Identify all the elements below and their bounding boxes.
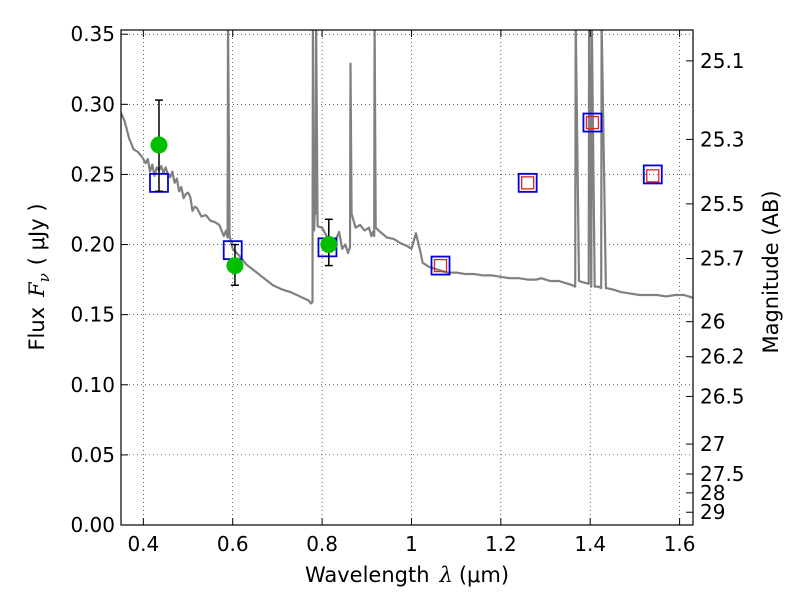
sed-model-line — [121, 30, 693, 305]
y-tick-label: 0.05 — [70, 443, 115, 467]
red-flux-square — [521, 176, 535, 190]
mag-tick-label: 27.5 — [700, 462, 745, 486]
y-tick-label: 0.00 — [70, 513, 115, 537]
mag-tick-label: 25.7 — [700, 247, 745, 271]
mag-tick-label: 25.5 — [700, 192, 745, 216]
model-flux-square — [517, 172, 538, 193]
x-axis-title: Wavelength λ (μm) — [305, 563, 509, 587]
x-tick-label: 1.6 — [664, 532, 696, 556]
model-flux-square — [430, 255, 451, 276]
red-flux-square — [433, 258, 448, 273]
y-tick-label: 0.10 — [70, 373, 115, 397]
x-tick-label: 1 — [405, 532, 418, 556]
observed-flux-point — [150, 136, 168, 154]
observed-flux-point — [226, 257, 244, 275]
mag-tick-label: 25.3 — [700, 127, 745, 151]
mag-tick-label: 27 — [700, 432, 725, 456]
y-tick-label: 0.20 — [70, 233, 115, 257]
mag-tick-label: 26 — [700, 310, 725, 334]
plot-frame — [120, 29, 694, 526]
plot-area — [121, 30, 693, 305]
y2-axis-title: Magnitude (AB) — [759, 190, 783, 353]
y-axis-title: FluxFν( μJy ) — [25, 203, 53, 350]
mag-tick-label: 28 — [700, 481, 725, 505]
y-tick-label: 0.15 — [70, 303, 115, 327]
mag-tick-label: 25.1 — [700, 49, 745, 73]
grid-lines — [121, 30, 693, 526]
axis-ticks: 0.4 0.6 0.8 1 1.2 1.4 1.6 0.00 0.05 0.10 0.15 0.20 0… — [70, 22, 744, 556]
x-tick-label: 0.4 — [127, 532, 159, 556]
x-tick-label: 1.2 — [485, 532, 517, 556]
x-tick-label: 1.4 — [574, 532, 606, 556]
mag-tick-label: 26.2 — [700, 345, 745, 369]
plot-content — [121, 30, 693, 305]
y-tick-label: 0.25 — [70, 162, 115, 186]
y-tick-label: 0.30 — [70, 92, 115, 116]
y-tick-label: 0.35 — [70, 22, 115, 46]
model-flux-square — [582, 112, 603, 133]
mag-tick-label: 26.5 — [700, 384, 745, 408]
red-flux-square — [585, 115, 600, 130]
mag-tick-label: 29 — [700, 500, 725, 524]
x-tick-label: 0.8 — [306, 532, 338, 556]
observed-flux-point — [320, 236, 338, 254]
red-flux-square — [646, 169, 660, 183]
model-flux-square — [642, 164, 663, 185]
x-tick-label: 0.6 — [217, 532, 249, 556]
